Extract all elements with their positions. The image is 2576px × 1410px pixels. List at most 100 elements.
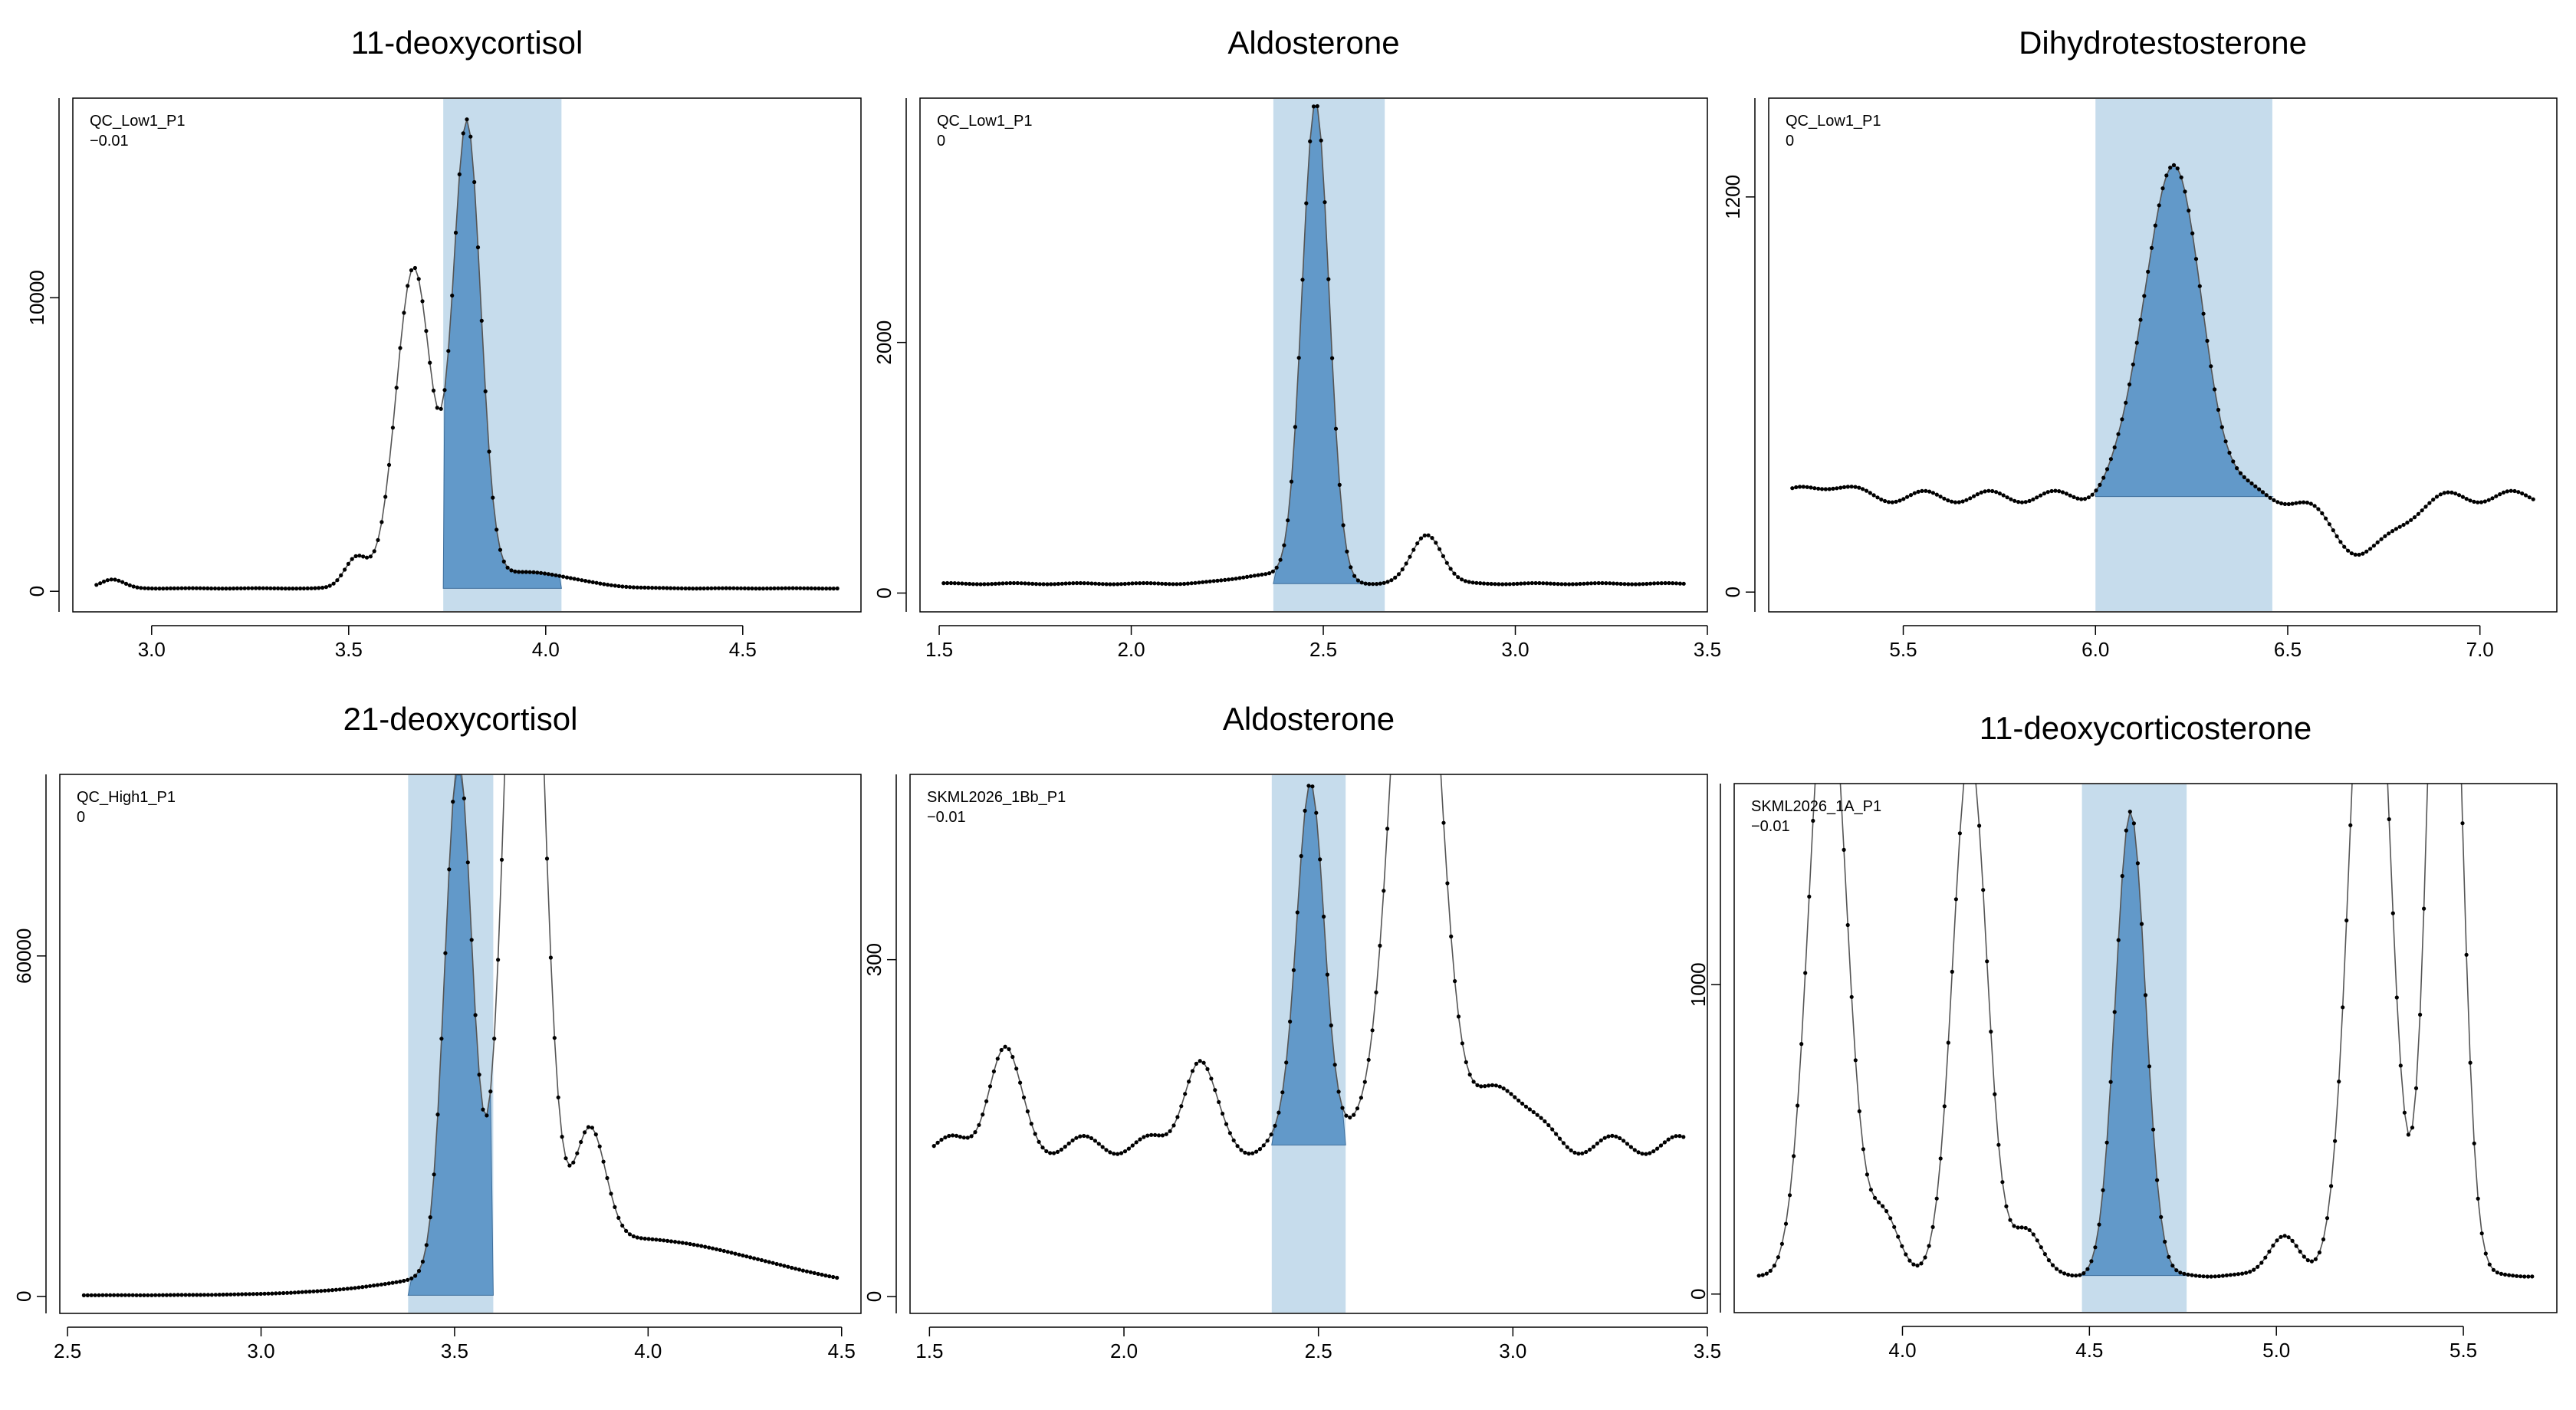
data-point [1667,580,1671,586]
data-point [2190,231,2195,235]
data-point [1463,579,1467,583]
data-point [1284,1060,1289,1065]
data-point [1418,536,1424,541]
data-point [1086,581,1090,586]
data-point [272,586,277,591]
data-point [824,587,829,591]
data-point [1796,1103,1800,1108]
data-point [1256,573,1260,577]
data-point [2072,495,2076,500]
data-point [1636,1150,1641,1155]
data-point [2153,223,2157,228]
data-point [2406,1132,2410,1137]
data-point [172,586,176,591]
data-point [991,1069,996,1073]
data-point [1295,910,1300,915]
data-point [1644,1152,1648,1156]
data-point [1912,491,1917,495]
data-point [2116,432,2121,436]
chart-title: Aldosterone [1223,701,1395,737]
y-tick-label: 10000 [25,270,48,325]
data-point [1760,1273,1765,1277]
data-point [620,584,625,589]
data-point [835,586,840,591]
data-point [498,547,503,552]
data-point [759,1257,764,1263]
data-point [119,1293,124,1297]
data-point [968,581,972,587]
data-point [1923,1255,1927,1260]
data-point [1888,1216,1893,1221]
data-point [1606,1134,1611,1139]
data-point [1511,582,1516,587]
data-point [2438,492,2443,497]
data-point [164,1293,169,1297]
data-point [1604,581,1608,586]
data-point [1286,518,1290,523]
data-point [1471,1080,1476,1084]
data-point [375,1283,380,1287]
data-point [1811,818,1815,823]
data-point [1861,1147,1865,1152]
data-point [1585,581,1590,586]
data-point [1539,1116,1543,1120]
data-point [2490,496,2495,501]
data-point [999,1047,1004,1053]
data-point [631,585,636,590]
data-point [816,586,821,591]
data-point [728,586,732,590]
data-point [1288,1019,1293,1024]
data-point [2401,522,2406,528]
data-point [2331,528,2335,533]
data-point [1570,582,1575,587]
data-point [1779,1241,1784,1246]
data-point [642,1236,647,1241]
x-tick-label: 5.0 [2262,1339,2290,1362]
data-point [2302,500,2306,505]
data-point [1267,571,1272,576]
x-tick-label: 4.5 [729,638,757,661]
data-point [274,1291,278,1296]
data-point [1881,1204,1885,1208]
data-point [1122,581,1127,587]
y-tick-label: 0 [863,1291,886,1302]
data-point [1438,547,1442,551]
data-point [1845,922,1850,928]
data-point [85,1293,90,1297]
x-tick-label: 4.5 [2075,1339,2103,1362]
data-point [2390,529,2395,534]
data-point [1602,1136,1607,1140]
data-point [2290,501,2295,506]
data-point [2039,1245,2043,1250]
data-point [2397,524,2402,529]
data-point [2112,445,2117,450]
data-point [1845,485,1850,489]
data-point [1366,1057,1371,1062]
data-point [1641,582,1645,587]
data-point [2120,873,2124,879]
data-point [990,582,994,587]
data-point [264,586,269,590]
data-point [1576,1152,1581,1156]
data-point [692,1242,696,1247]
data-point [1677,581,1682,586]
data-point [1655,1146,1660,1151]
data-point [1010,1054,1015,1060]
x-tick-label: 4.0 [634,1339,662,1362]
data-point [691,587,695,591]
data-point [439,406,443,411]
data-point [1886,500,1891,505]
data-point [2112,1010,2117,1014]
data-point [1221,1111,1225,1116]
data-point [1622,582,1627,587]
data-point [613,583,617,588]
data-point [1014,1067,1019,1071]
value-label: 0 [937,133,945,150]
data-point [2341,1005,2345,1010]
data-point [2235,466,2239,471]
data-point [2004,1204,2009,1208]
data-point [2216,407,2221,412]
data-point [1493,1083,1498,1088]
data-point [2238,471,2243,475]
